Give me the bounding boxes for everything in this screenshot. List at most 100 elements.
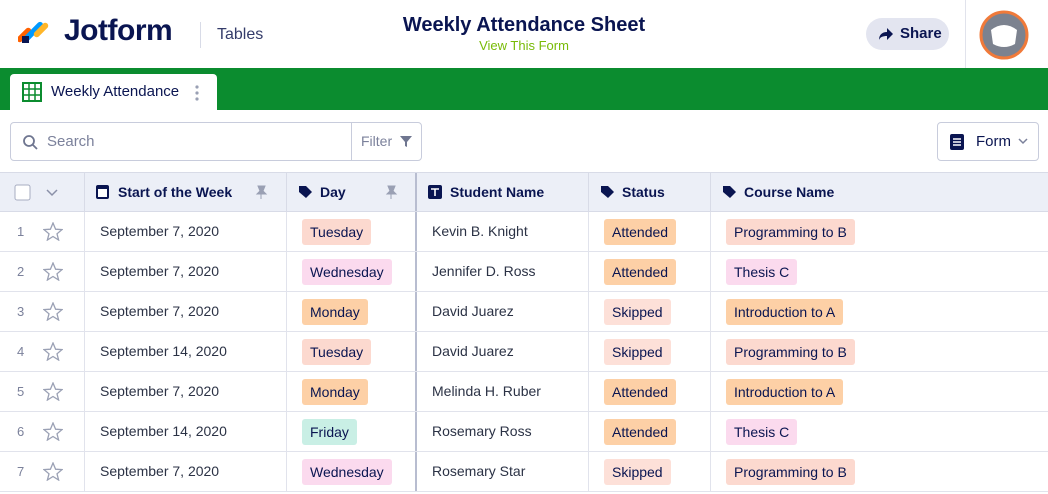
- star-icon[interactable]: [43, 222, 63, 241]
- column-header[interactable]: Day: [287, 173, 417, 211]
- row-lead: 1: [0, 212, 85, 251]
- table-cell[interactable]: Melinda H. Ruber: [417, 372, 589, 411]
- star-icon[interactable]: [43, 382, 63, 401]
- table-cell[interactable]: Wednesday: [287, 452, 417, 491]
- tag: Tuesday: [302, 219, 372, 246]
- tag: Tuesday: [302, 339, 372, 366]
- table-cell[interactable]: Skipped: [589, 292, 711, 331]
- column-header[interactable]: Course Name: [744, 184, 835, 200]
- table-cell[interactable]: Introduction to A: [711, 292, 1048, 331]
- brand[interactable]: Jotform: [64, 14, 173, 47]
- tag: Thesis C: [726, 419, 798, 446]
- row-number: 1: [17, 224, 25, 239]
- select-all: [0, 173, 85, 211]
- column-header[interactable]: Status: [589, 173, 711, 211]
- row-lead: 3: [0, 292, 85, 331]
- table-row[interactable]: 7 September 7, 2020 Wednesday Rosemary Star…: [0, 452, 1048, 492]
- tag: Thesis C: [726, 259, 798, 286]
- cell-text: September 7, 2020: [100, 223, 220, 239]
- tag: Attended: [604, 419, 677, 446]
- table-cell[interactable]: Skipped: [589, 452, 711, 491]
- cell-text: David Juarez: [432, 343, 514, 359]
- avatar[interactable]: [979, 10, 1029, 60]
- chevron: [1018, 138, 1028, 145]
- search-box[interactable]: Search Filter: [10, 122, 422, 161]
- sheet-tab[interactable]: Weekly Attendance: [10, 74, 217, 110]
- star-icon[interactable]: [43, 302, 63, 321]
- table-cell[interactable]: David Juarez: [417, 332, 589, 371]
- table-cell[interactable]: Attended: [589, 212, 711, 251]
- table-cell[interactable]: Monday: [287, 292, 417, 331]
- tag: Programming to B: [726, 339, 855, 366]
- divider: [200, 22, 201, 48]
- share-label: Share: [900, 25, 942, 42]
- table-cell[interactable]: Attended: [589, 372, 711, 411]
- table-cell[interactable]: Skipped: [589, 332, 711, 371]
- logo-icon: [18, 21, 49, 43]
- table-cell[interactable]: September 7, 2020: [85, 252, 287, 291]
- table-cell[interactable]: Thesis C: [711, 412, 1048, 451]
- table-cell[interactable]: September 7, 2020: [85, 372, 287, 411]
- table-row[interactable]: 4 September 14, 2020 Tuesday David Juarez Sk…: [0, 332, 1048, 372]
- cell-text: Kevin B. Knight: [432, 223, 528, 239]
- table-row[interactable]: 1 September 7, 2020 Tuesday Kevin B. Knight…: [0, 212, 1048, 252]
- table-cell[interactable]: Tuesday: [287, 332, 417, 371]
- star-icon[interactable]: [43, 462, 63, 481]
- cell-text: September 7, 2020: [100, 303, 220, 319]
- filter-label: Filter: [361, 133, 393, 149]
- tag: Introduction to A: [726, 299, 844, 326]
- table-cell[interactable]: September 14, 2020: [85, 412, 287, 451]
- tag: Skipped: [604, 459, 671, 486]
- table-cell[interactable]: Wednesday: [287, 252, 417, 291]
- table-cell[interactable]: Kevin B. Knight: [417, 212, 589, 251]
- star-icon[interactable]: [43, 422, 63, 441]
- table-cell[interactable]: September 7, 2020: [85, 452, 287, 491]
- share-button[interactable]: Share: [866, 18, 949, 50]
- tag: Introduction to A: [726, 379, 844, 406]
- table-cell[interactable]: September 14, 2020: [85, 332, 287, 371]
- share-icon: [879, 28, 893, 40]
- tag: Attended: [604, 379, 677, 406]
- table-cell[interactable]: September 7, 2020: [85, 292, 287, 331]
- table-cell[interactable]: David Juarez: [417, 292, 589, 331]
- checkbox[interactable]: [14, 184, 64, 201]
- form-button[interactable]: Form: [937, 122, 1039, 161]
- column-header[interactable]: Start of the Week: [85, 173, 287, 211]
- form-label: Form: [976, 133, 1011, 150]
- search-icon: [23, 135, 38, 150]
- table-cell[interactable]: Monday: [287, 372, 417, 411]
- row-lead: 4: [0, 332, 85, 371]
- table-cell[interactable]: Thesis C: [711, 252, 1048, 291]
- table-cell[interactable]: Introduction to A: [711, 372, 1048, 411]
- table-row[interactable]: 2 September 7, 2020 Wednesday Jennifer D. R…: [0, 252, 1048, 292]
- star-icon[interactable]: [43, 262, 63, 281]
- cell-text: Rosemary Star: [432, 463, 526, 479]
- table-cell[interactable]: Friday: [287, 412, 417, 451]
- table-cell[interactable]: Rosemary Ross: [417, 412, 589, 451]
- filter-button[interactable]: Filter: [351, 123, 422, 160]
- cell-text: September 7, 2020: [100, 463, 220, 479]
- tab-menu[interactable]: [194, 84, 200, 102]
- row-lead: 7: [0, 452, 85, 491]
- cell-text: September 7, 2020: [100, 263, 220, 279]
- view-form-link[interactable]: View This Form: [479, 38, 569, 53]
- table-cell[interactable]: Attended: [589, 412, 711, 451]
- tag: Monday: [302, 379, 368, 406]
- star-icon[interactable]: [43, 342, 63, 361]
- table-cell[interactable]: Programming to B: [711, 452, 1048, 491]
- table-cell[interactable]: Jennifer D. Ross: [417, 252, 589, 291]
- table-cell[interactable]: Attended: [589, 252, 711, 291]
- table-cell[interactable]: Rosemary Star: [417, 452, 589, 491]
- row-number: 7: [17, 464, 25, 479]
- table-cell[interactable]: Programming to B: [711, 332, 1048, 371]
- tag: Monday: [302, 299, 368, 326]
- table-cell[interactable]: Tuesday: [287, 212, 417, 251]
- table-row[interactable]: 5 September 7, 2020 Monday Melinda H. Ruber…: [0, 372, 1048, 412]
- tag: Skipped: [604, 299, 671, 326]
- table-row[interactable]: 3 September 7, 2020 Monday David Juarez Skip…: [0, 292, 1048, 332]
- column-header[interactable]: Student Name: [417, 173, 589, 211]
- table-cell[interactable]: September 7, 2020: [85, 212, 287, 251]
- table-cell[interactable]: Programming to B: [711, 212, 1048, 251]
- table-row[interactable]: 6 September 14, 2020 Friday Rosemary Ross At…: [0, 412, 1048, 452]
